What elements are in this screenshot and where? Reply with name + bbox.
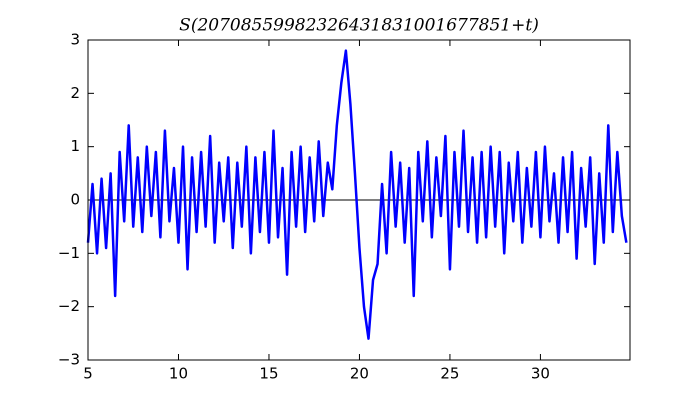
y-tick-label: 3 xyxy=(70,31,80,49)
y-tick-label: −2 xyxy=(58,297,80,315)
y-tick-label: 0 xyxy=(70,191,80,209)
chart-title: S(20708559982326431831001677851+t) xyxy=(179,16,539,36)
x-tick-label: 30 xyxy=(531,365,550,383)
x-tick-label: 10 xyxy=(169,365,188,383)
y-tick-label: 2 xyxy=(70,84,80,102)
y-tick-label: 1 xyxy=(70,137,80,155)
x-tick-label: 15 xyxy=(259,365,278,383)
plot-frame xyxy=(87,39,631,361)
x-tick-label: 5 xyxy=(83,365,93,383)
y-tick-label: −1 xyxy=(58,244,80,262)
x-tick-label: 20 xyxy=(350,365,369,383)
y-tick-label: −3 xyxy=(58,351,80,369)
data-line xyxy=(86,49,628,340)
x-tick-label: 25 xyxy=(440,365,459,383)
